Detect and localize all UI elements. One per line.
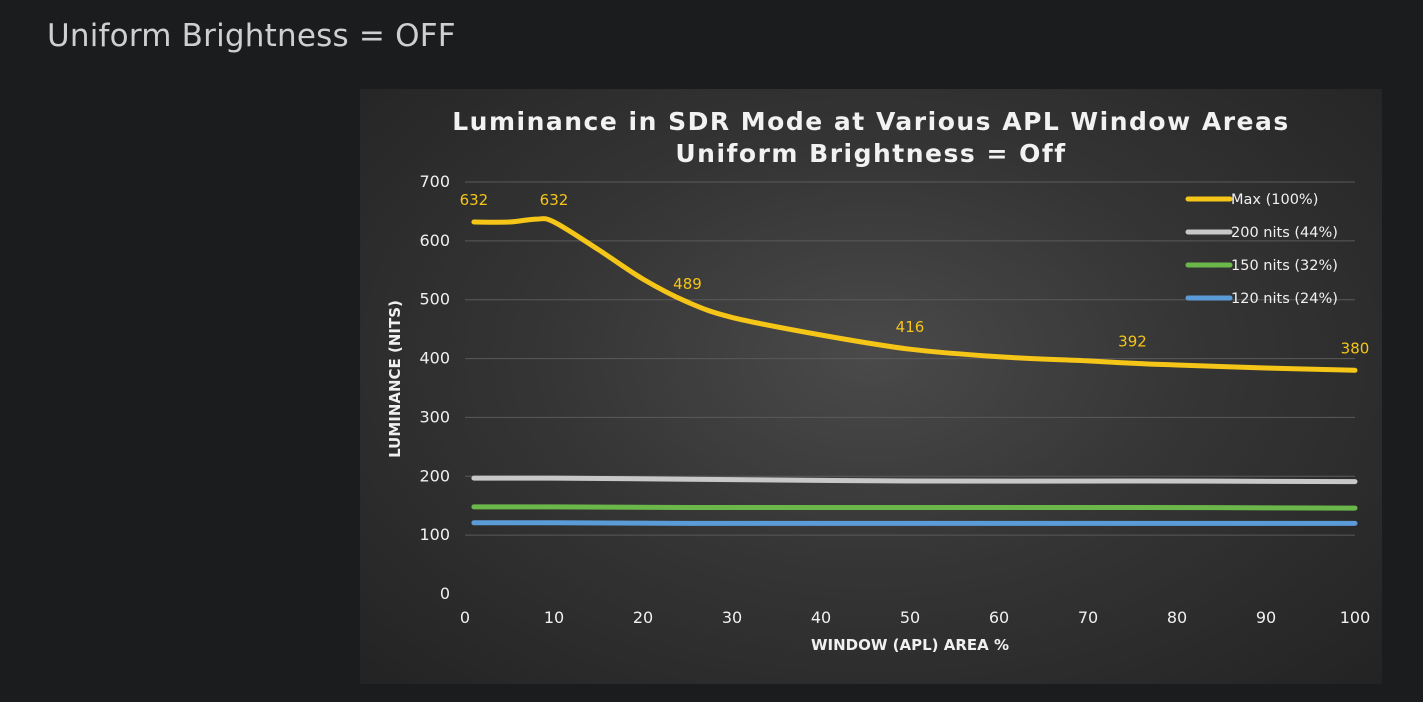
x-tick-label: 20: [633, 608, 653, 627]
y-tick-label: 200: [419, 466, 450, 485]
luminance-line-chart: Luminance in SDR Mode at Various APL Win…: [386, 107, 1370, 654]
data-label: 380: [1341, 339, 1370, 357]
chart-panel: Luminance in SDR Mode at Various APL Win…: [360, 89, 1382, 684]
chart-title: Luminance in SDR Mode at Various APL Win…: [452, 107, 1290, 136]
y-tick-label: 600: [419, 231, 450, 250]
data-label: 489: [673, 275, 702, 293]
series-line-200: [471, 475, 1358, 485]
y-tick-label: 500: [419, 290, 450, 309]
tick-layer: 0 100 200 300 400 500 600 700 0 10 20 30 40 50 60 70 80 9…: [419, 172, 1370, 627]
x-tick-label: 80: [1167, 608, 1187, 627]
y-tick-label: 400: [419, 349, 450, 368]
legend-label: 200 nits (44%): [1231, 225, 1338, 241]
x-tick-label: 40: [811, 608, 831, 627]
page-heading: Uniform Brightness = OFF: [47, 18, 456, 54]
x-axis-title: WINDOW (APL) AREA %: [811, 636, 1009, 654]
y-tick-label: 0: [440, 584, 450, 603]
series-line-150: [471, 504, 1358, 511]
data-label: 416: [896, 318, 925, 336]
data-label: 392: [1118, 332, 1147, 350]
legend-label: 120 nits (24%): [1231, 291, 1338, 307]
x-tick-label: 50: [900, 608, 920, 627]
x-tick-label: 60: [989, 608, 1009, 627]
series-line-120: [471, 520, 1358, 526]
series-layer: [471, 216, 1358, 526]
x-tick-label: 90: [1256, 608, 1276, 627]
x-tick-label: 70: [1078, 608, 1098, 627]
legend-label: Max (100%): [1231, 192, 1318, 208]
legend: Max (100%) 200 nits (44%) 150 nits (32%) 12…: [1185, 192, 1338, 307]
y-tick-label: 300: [419, 407, 450, 426]
x-tick-label: 10: [544, 608, 564, 627]
y-axis-title: LUMINANCE (NITS): [386, 300, 404, 458]
data-label: 632: [540, 191, 569, 209]
x-tick-label: 0: [460, 608, 470, 627]
data-label: 632: [460, 191, 489, 209]
legend-label: 150 nits (32%): [1231, 258, 1338, 274]
series-line-max: [471, 216, 1358, 373]
chart-subtitle: Uniform Brightness = Off: [675, 139, 1066, 168]
x-tick-label: 30: [722, 608, 742, 627]
y-tick-label: 700: [419, 172, 450, 191]
y-tick-label: 100: [419, 525, 450, 544]
annotation-layer: 632 632 489 416 392 380: [460, 191, 1370, 357]
x-tick-label: 100: [1340, 608, 1371, 627]
